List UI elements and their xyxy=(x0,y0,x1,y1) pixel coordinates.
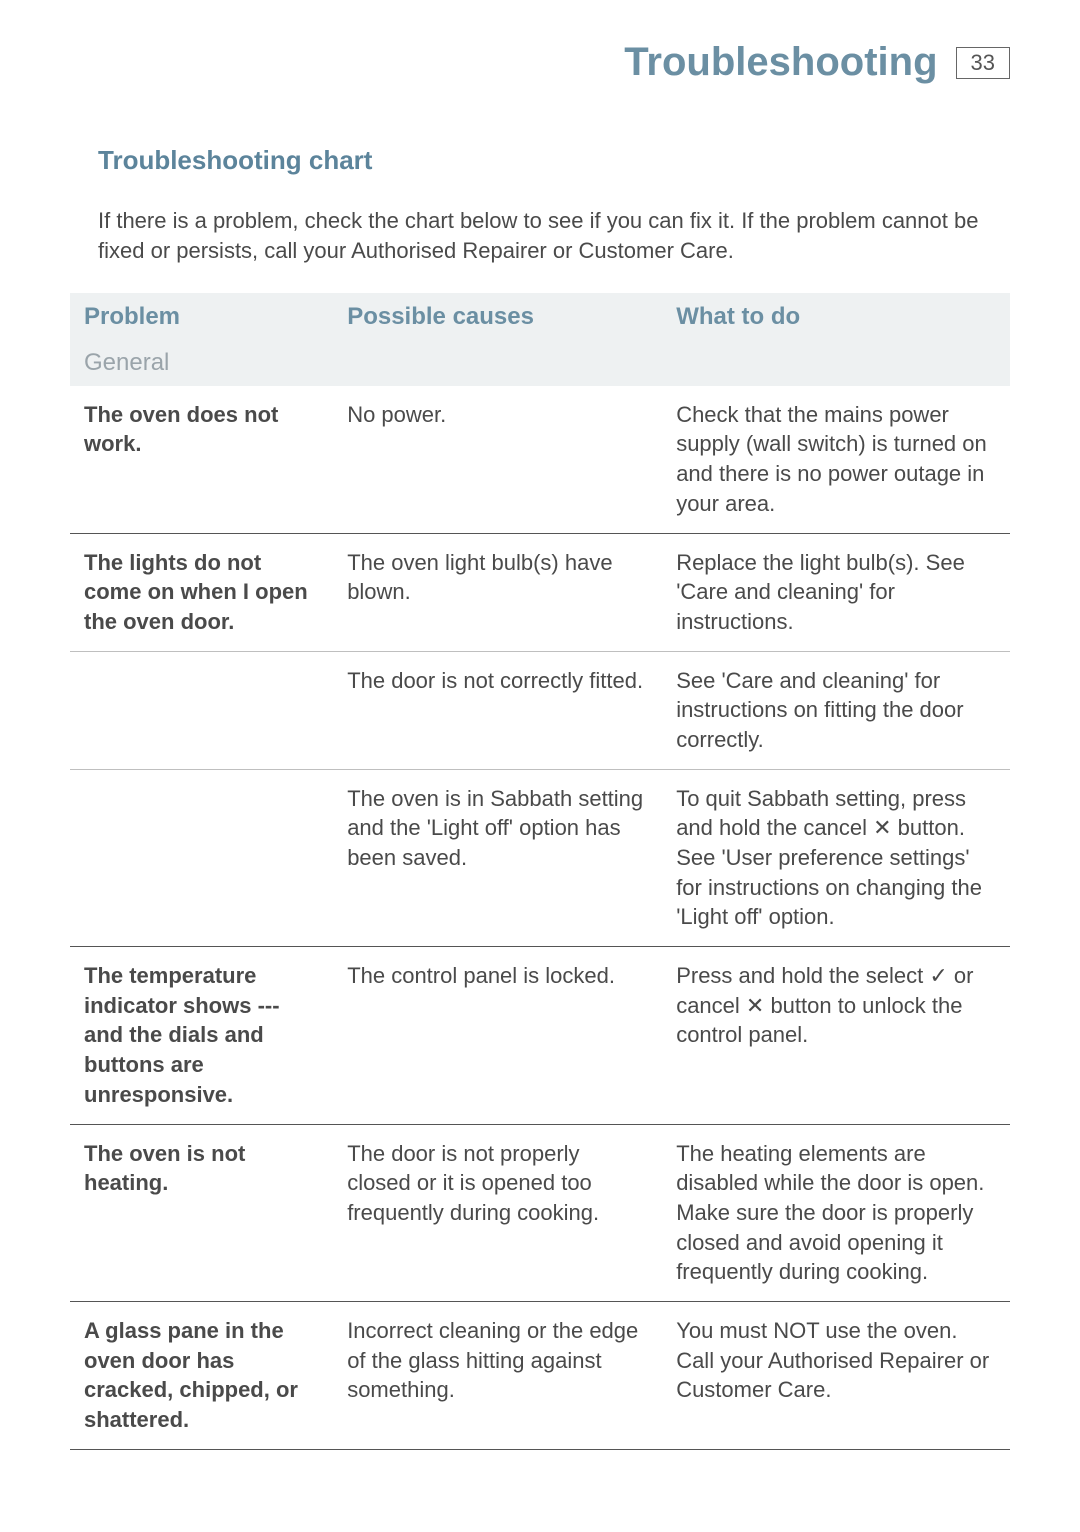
action-cell: You must NOT use the oven. Call your Aut… xyxy=(662,1301,1010,1449)
page-number: 33 xyxy=(956,47,1010,79)
col-action: What to do xyxy=(662,293,1010,341)
table-row: The lights do not come on when I open th… xyxy=(70,533,1010,651)
cause-cell: Incorrect cleaning or the edge of the gl… xyxy=(333,1301,662,1449)
table-header-row: Problem Possible causes What to do xyxy=(70,293,1010,341)
table-row: The oven is in Sabbath setting and the '… xyxy=(70,769,1010,946)
action-cell: Check that the mains power supply (wall … xyxy=(662,386,1010,533)
action-cell: Replace the light bulb(s). See 'Care and… xyxy=(662,533,1010,651)
problem-cell: The lights do not come on when I open th… xyxy=(70,533,333,651)
action-cell: Press and hold the select ✓ or cancel ✕ … xyxy=(662,947,1010,1124)
cause-cell: The oven light bulb(s) have blown. xyxy=(333,533,662,651)
problem-cell: The oven does not work. xyxy=(70,386,333,533)
action-cell: See 'Care and cleaning' for instructions… xyxy=(662,651,1010,769)
cause-cell: The door is not properly closed or it is… xyxy=(333,1124,662,1301)
section-title: Troubleshooting chart xyxy=(98,145,1010,176)
action-cell: The heating elements are disabled while … xyxy=(662,1124,1010,1301)
problem-cell xyxy=(70,651,333,769)
cause-cell: No power. xyxy=(333,386,662,533)
table-group-label: General xyxy=(70,341,1010,385)
section-intro: If there is a problem, check the chart b… xyxy=(98,206,1010,265)
col-problem: Problem xyxy=(70,293,333,341)
table-row: The door is not correctly fitted.See 'Ca… xyxy=(70,651,1010,769)
problem-cell xyxy=(70,769,333,946)
problem-cell: A glass pane in the oven door has cracke… xyxy=(70,1301,333,1449)
table-row: The oven is not heating.The door is not … xyxy=(70,1124,1010,1301)
table-row: A glass pane in the oven door has cracke… xyxy=(70,1301,1010,1449)
problem-cell: The oven is not heating. xyxy=(70,1124,333,1301)
table-group-row: General xyxy=(70,341,1010,385)
table-row: The oven does not work.No power.Check th… xyxy=(70,386,1010,533)
page: Troubleshooting 33 Troubleshooting chart… xyxy=(0,0,1080,1510)
cause-cell: The control panel is locked. xyxy=(333,947,662,1124)
cause-cell: The door is not correctly fitted. xyxy=(333,651,662,769)
action-cell: To quit Sabbath setting, press and hold … xyxy=(662,769,1010,946)
page-header: Troubleshooting 33 xyxy=(70,40,1010,85)
problem-cell: The temperature indicator shows --- and … xyxy=(70,947,333,1124)
table-row: The temperature indicator shows --- and … xyxy=(70,947,1010,1124)
col-causes: Possible causes xyxy=(333,293,662,341)
page-title: Troubleshooting xyxy=(624,40,937,85)
troubleshooting-table: Problem Possible causes What to do Gener… xyxy=(70,293,1010,1449)
cause-cell: The oven is in Sabbath setting and the '… xyxy=(333,769,662,946)
